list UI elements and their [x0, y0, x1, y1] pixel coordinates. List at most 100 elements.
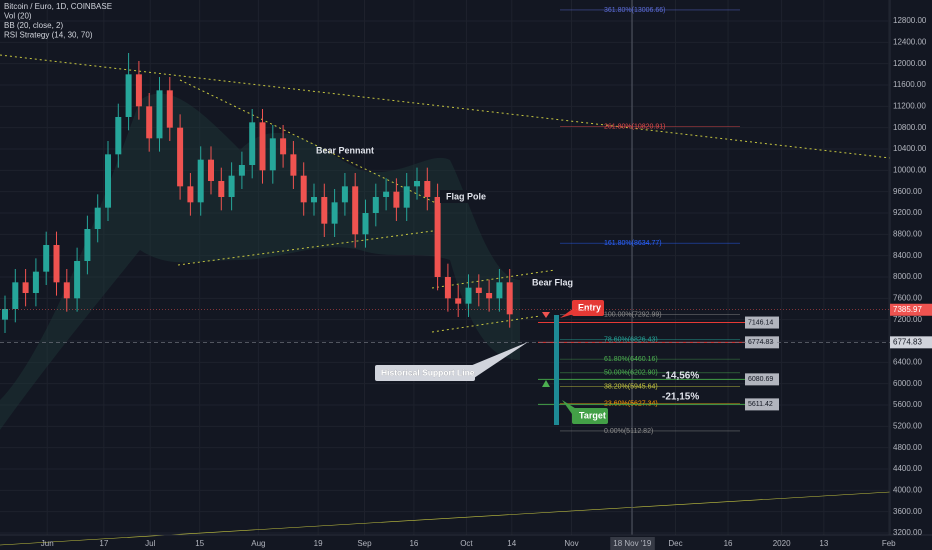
fib-label: 78.60%(6826.43)	[604, 336, 658, 343]
x-highlight	[610, 537, 655, 550]
body	[32, 271, 39, 293]
body	[2, 309, 8, 320]
grid	[0, 0, 890, 535]
fib-label: 161.80%(8634.77)	[604, 240, 662, 247]
annotation: Historical Support Line	[381, 367, 475, 377]
last-price-label: 7385.97	[893, 305, 922, 314]
x-tick-label: 19	[314, 539, 323, 548]
fib-label: 61.80%(6460.16)	[604, 356, 658, 363]
y-tick-label: 9200.00	[893, 208, 922, 217]
x-tick-label: 17	[99, 539, 108, 548]
body	[105, 154, 111, 208]
trend-line	[0, 54, 891, 159]
support-box	[375, 365, 475, 381]
y-tick-label: 10400.00	[893, 144, 927, 153]
bollinger-band	[0, 93, 520, 430]
long-trend	[0, 491, 891, 546]
x-tick-label: Jul	[145, 539, 155, 548]
body	[135, 74, 142, 107]
y-tick-label: 5600.00	[893, 400, 922, 409]
y-tick-label: 5200.00	[893, 421, 922, 430]
x-tick-label: Jun	[41, 539, 54, 548]
y-tick-label: 3200.00	[893, 528, 922, 537]
fib-label: 361.80%(13006.66)	[604, 7, 666, 14]
fib-label: 0.00%(5112.82)	[604, 428, 653, 435]
x-axis: Jun 17 Jul 15 Aug 19 Sep 16 Oct 14 Nov 18 Nov '19 De…	[41, 537, 896, 550]
fib-label: 261.80%(10820.91)	[604, 123, 666, 130]
body	[506, 282, 513, 315]
body	[475, 287, 482, 293]
flag-top	[431, 269, 556, 289]
body	[496, 282, 503, 299]
body	[362, 213, 369, 235]
legend-text: RSI Strategy (14, 30, 70)	[4, 31, 93, 40]
body	[444, 277, 451, 299]
label-box	[440, 190, 484, 203]
y-tick-label: 12000.00	[893, 59, 927, 68]
body	[403, 186, 410, 208]
body	[424, 181, 431, 197]
marker-label: 6774.83	[893, 337, 922, 346]
annotation: Flag Pole	[446, 191, 486, 201]
body	[197, 159, 204, 203]
support-pointer	[470, 342, 528, 378]
body	[249, 122, 256, 165]
y-tick-label: 8800.00	[893, 229, 922, 238]
body	[94, 207, 101, 229]
y-tick-label: 12800.00	[893, 16, 927, 25]
x-tick-label: 16	[409, 539, 418, 548]
y-tick-label: 10000.00	[893, 165, 927, 174]
body	[383, 191, 390, 197]
body	[115, 117, 122, 155]
fib-label: 100.00%(7292.99)	[604, 312, 662, 319]
legend-text: BB (20, close, 2)	[4, 21, 63, 30]
y-tick-label: 10800.00	[893, 123, 927, 132]
body	[166, 90, 173, 128]
body	[393, 191, 400, 208]
level-box	[745, 373, 779, 386]
last-price-box	[890, 303, 932, 316]
y-tick-label: 7600.00	[893, 293, 922, 302]
y-tick-label: 7200.00	[893, 315, 922, 324]
body	[125, 74, 132, 117]
y-tick-label: 11200.00	[893, 101, 926, 110]
x-tick-label: Sep	[357, 539, 372, 548]
level-box	[745, 316, 779, 329]
body	[53, 245, 60, 283]
measure-bar	[554, 315, 559, 425]
body	[22, 282, 29, 293]
body	[238, 165, 245, 176]
level-label: 6080.69	[748, 376, 773, 383]
y-tick-label: 12400.00	[893, 37, 927, 46]
y-tick-label: 4000.00	[893, 485, 922, 494]
body	[187, 186, 194, 203]
body	[156, 90, 163, 139]
x-tick-label: 16	[724, 539, 733, 548]
y-tick-label: 4800.00	[893, 443, 922, 452]
body	[352, 186, 359, 235]
level-box	[745, 398, 779, 411]
body	[259, 122, 266, 171]
down-arrow	[542, 312, 550, 318]
fibonacci: 361.80%(13006.66) 261.80%(10820.91) 161.80…	[538, 7, 779, 435]
y-tick-label: 6000.00	[893, 379, 922, 388]
y-tick-label: 8000.00	[893, 272, 922, 281]
body	[12, 282, 19, 309]
annotation: Bear Pennant	[316, 145, 374, 155]
x-tick-label: 13	[819, 539, 828, 548]
x-tick-label: 18 Nov '19	[613, 539, 652, 548]
y-tick-label: 3600.00	[893, 507, 922, 516]
body	[321, 197, 328, 224]
level-label: 7146.14	[748, 319, 773, 326]
pennant-bottom	[177, 229, 441, 266]
body	[43, 245, 50, 272]
body	[341, 186, 348, 203]
x-tick-label: Nov	[564, 539, 578, 548]
entry-pointer	[560, 308, 574, 318]
x-tick-label: Feb	[882, 539, 896, 548]
annotation: -21,15%	[662, 392, 699, 403]
price-axis	[890, 0, 932, 535]
annotation: -14,56%	[662, 371, 699, 382]
